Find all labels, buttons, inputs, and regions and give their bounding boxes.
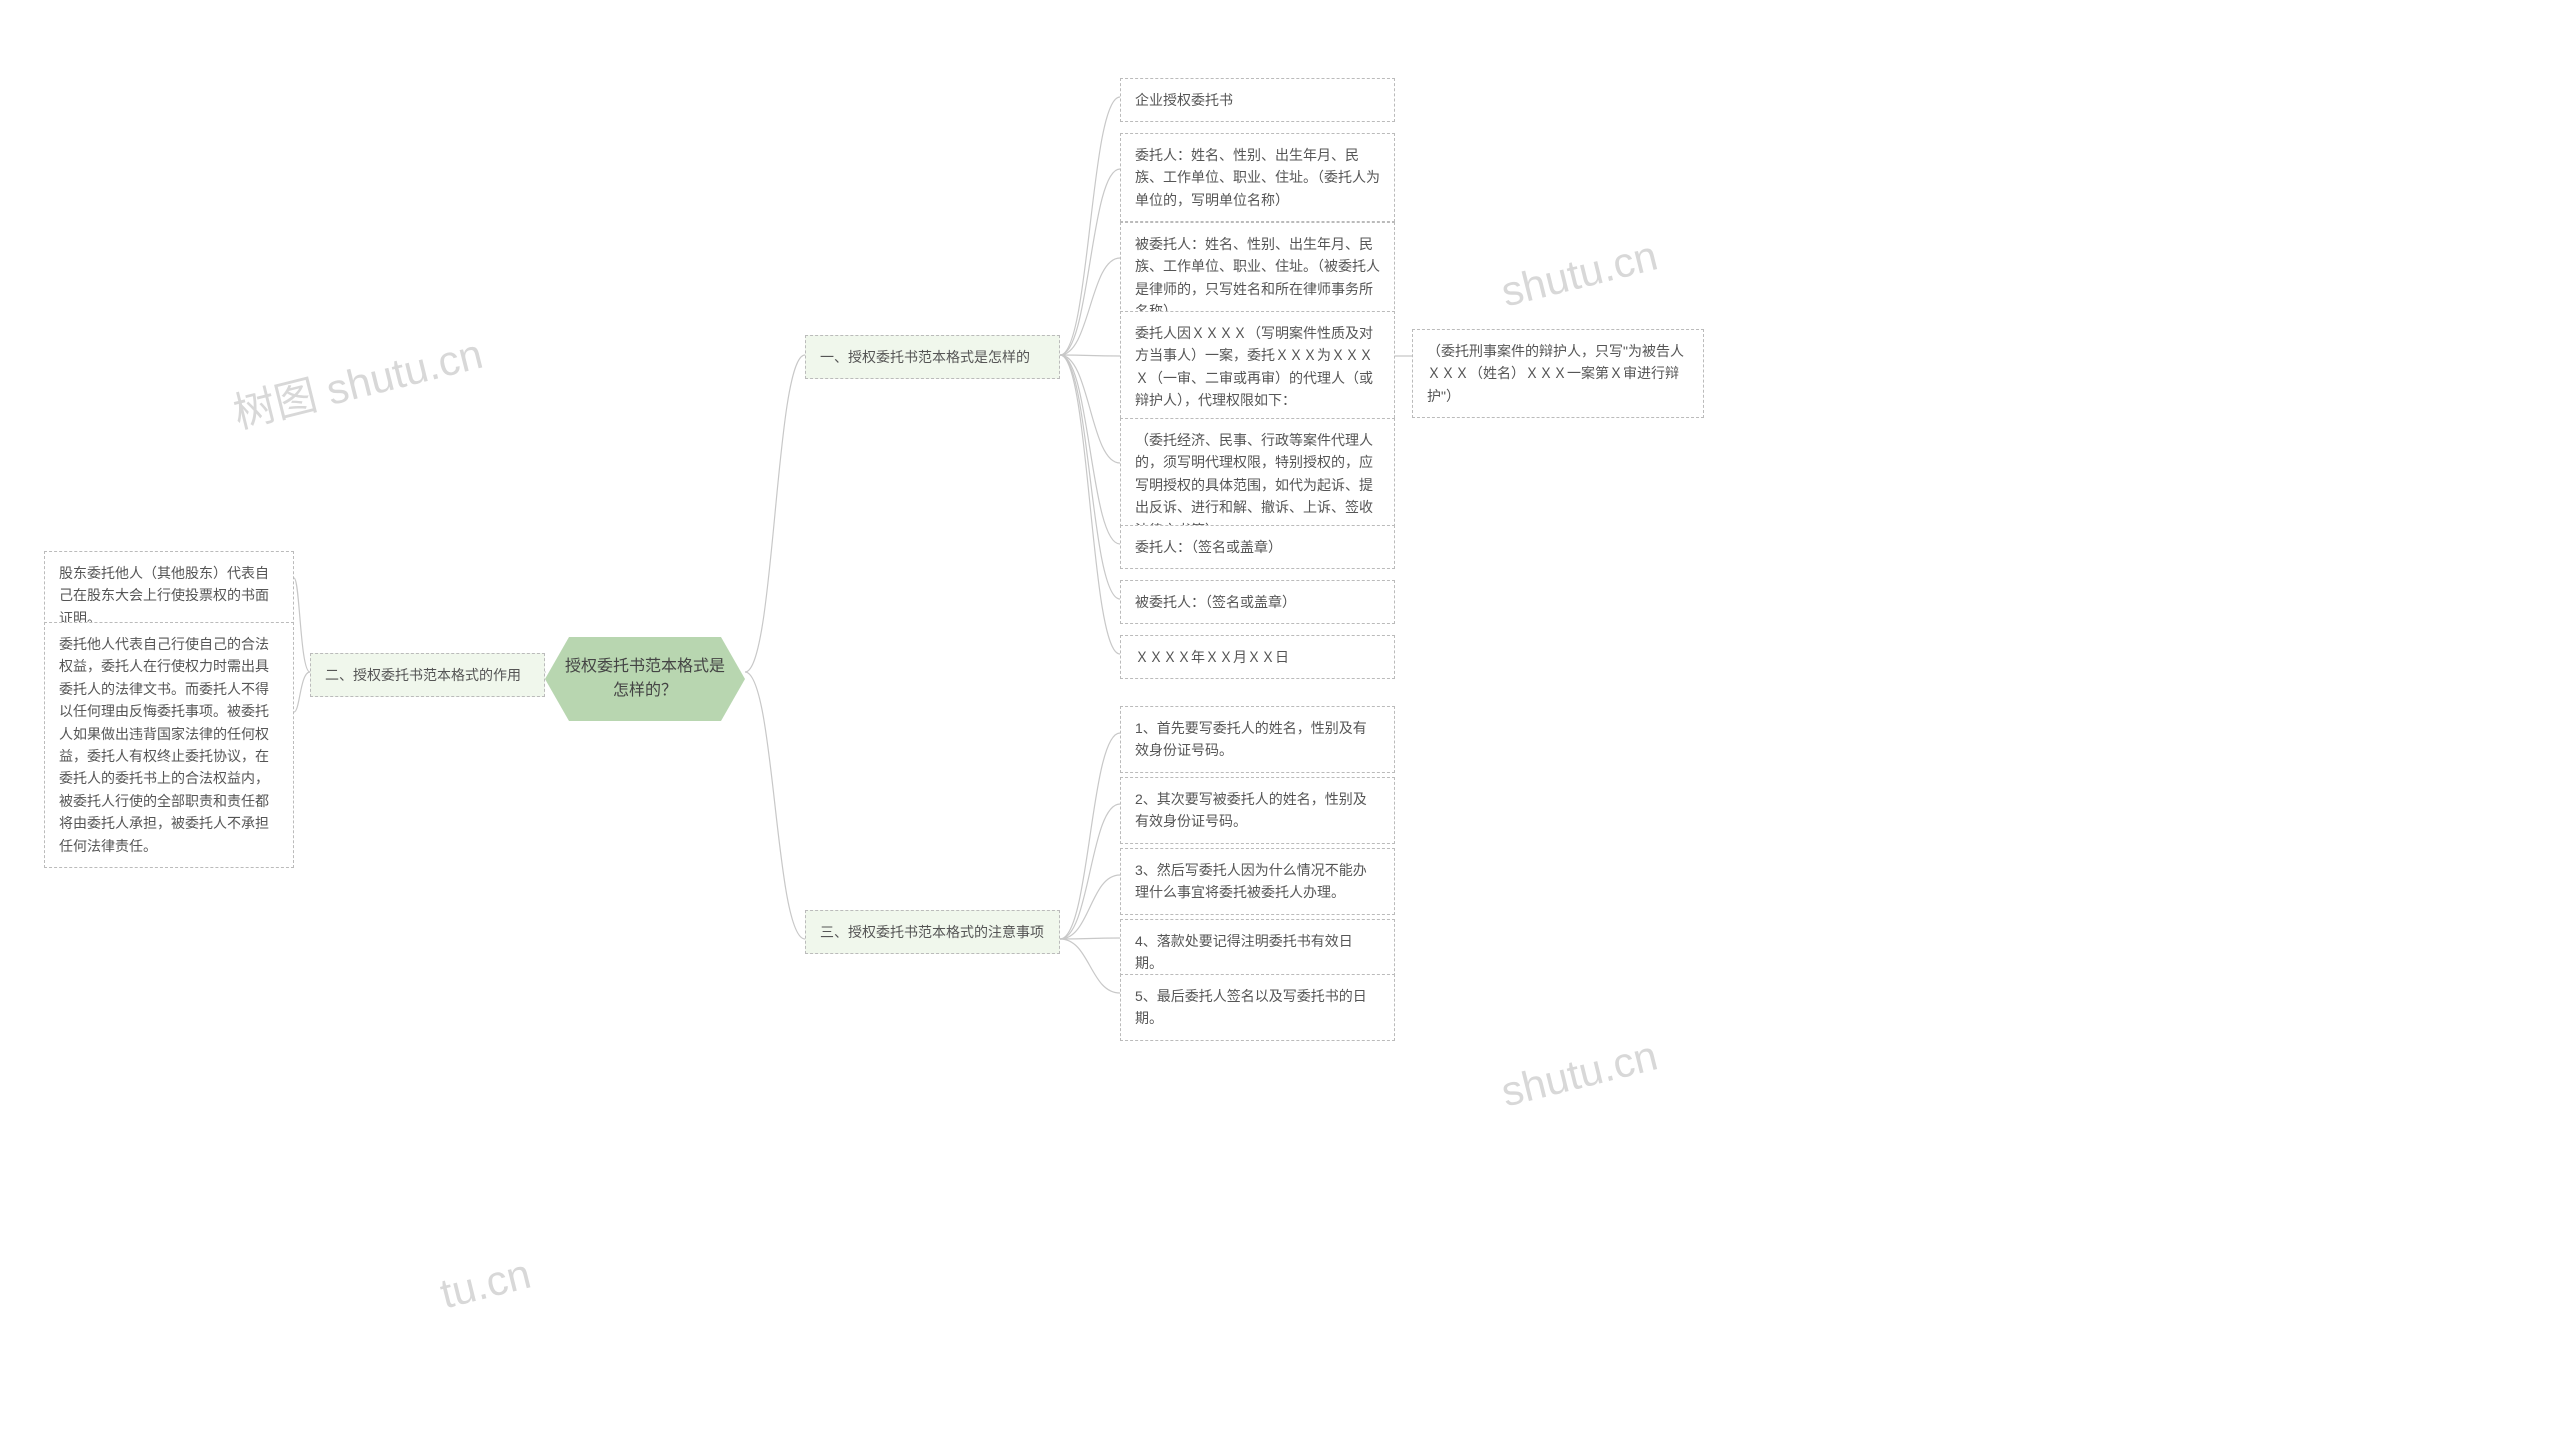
leaf-label: 股东委托他人（其他股东）代表自己在股东大会上行使投票权的书面证明。	[59, 565, 269, 626]
leaf-label: 被委托人：（签名或盖章）	[1135, 594, 1296, 610]
watermark: shutu.cn	[1497, 232, 1663, 317]
leaf-node[interactable]: 2、其次要写被委托人的姓名，性别及有效身份证号码。	[1120, 777, 1395, 844]
leaf-node[interactable]: 企业授权委托书	[1120, 78, 1395, 122]
branch-node-1[interactable]: 一、授权委托书范本格式是怎样的	[805, 335, 1060, 379]
leaf-node[interactable]: ＸＸＸＸ年ＸＸ月ＸＸ日	[1120, 635, 1395, 679]
branch-label: 一、授权委托书范本格式是怎样的	[820, 349, 1030, 365]
leaf-label: 2、其次要写被委托人的姓名，性别及有效身份证号码。	[1135, 791, 1367, 829]
leaf-label: 委托他人代表自己行使自己的合法权益，委托人在行使权力时需出具委托人的法律文书。而…	[59, 636, 269, 854]
leaf-label: 委托人因ＸＸＸＸ（写明案件性质及对方当事人）一案，委托ＸＸＸ为ＸＸＸＸ（一审、二…	[1135, 325, 1373, 408]
leaf-node[interactable]: 3、然后写委托人因为什么情况不能办理什么事宜将委托被委托人办理。	[1120, 848, 1395, 915]
watermark: tu.cn	[436, 1250, 536, 1319]
leaf-label: ＸＸＸＸ年ＸＸ月ＸＸ日	[1135, 649, 1289, 665]
leaf-node[interactable]: 委托他人代表自己行使自己的合法权益，委托人在行使权力时需出具委托人的法律文书。而…	[44, 622, 294, 868]
branch-node-3[interactable]: 三、授权委托书范本格式的注意事项	[805, 910, 1060, 954]
leaf-node[interactable]: 委托人：（签名或盖章）	[1120, 525, 1395, 569]
root-node[interactable]: 授权委托书范本格式是怎样的？	[545, 637, 745, 721]
leaf-node[interactable]: （委托刑事案件的辩护人，只写"为被告人ＸＸＸ（姓名）ＸＸＸ一案第Ｘ审进行辩护"）	[1412, 329, 1704, 418]
leaf-label: 5、最后委托人签名以及写委托书的日期。	[1135, 988, 1367, 1026]
leaf-node[interactable]: 委托人因ＸＸＸＸ（写明案件性质及对方当事人）一案，委托ＸＸＸ为ＸＸＸＸ（一审、二…	[1120, 311, 1395, 423]
leaf-node[interactable]: 1、首先要写委托人的姓名，性别及有效身份证号码。	[1120, 706, 1395, 773]
branch-node-2[interactable]: 二、授权委托书范本格式的作用	[310, 653, 545, 697]
leaf-label: （委托刑事案件的辩护人，只写"为被告人ＸＸＸ（姓名）ＸＸＸ一案第Ｘ审进行辩护"）	[1427, 343, 1684, 404]
root-label: 授权委托书范本格式是怎样的？	[565, 658, 725, 699]
leaf-label: （委托经济、民事、行政等案件代理人的，须写明代理权限，特别授权的，应写明授权的具…	[1135, 432, 1373, 538]
leaf-label: 3、然后写委托人因为什么情况不能办理什么事宜将委托被委托人办理。	[1135, 862, 1367, 900]
leaf-label: 1、首先要写委托人的姓名，性别及有效身份证号码。	[1135, 720, 1367, 758]
leaf-label: 4、落款处要记得注明委托书有效日期。	[1135, 933, 1353, 971]
leaf-node[interactable]: 被委托人：（签名或盖章）	[1120, 580, 1395, 624]
watermark: shutu.cn	[1497, 1032, 1663, 1117]
leaf-node[interactable]: 委托人：姓名、性别、出生年月、民族、工作单位、职业、住址。（委托人为单位的，写明…	[1120, 133, 1395, 222]
branch-label: 二、授权委托书范本格式的作用	[325, 667, 521, 683]
watermark: 树图 shutu.cn	[226, 320, 488, 441]
mindmap-canvas: 树图 shutu.cn shutu.cn shutu.cn tu.cn 授权委托…	[0, 0, 2560, 1451]
leaf-label: 委托人：（签名或盖章）	[1135, 539, 1282, 555]
branch-label: 三、授权委托书范本格式的注意事项	[820, 924, 1044, 940]
leaf-label: 企业授权委托书	[1135, 92, 1233, 108]
leaf-label: 被委托人：姓名、性别、出生年月、民族、工作单位、职业、住址。（被委托人是律师的，…	[1135, 236, 1380, 319]
leaf-node[interactable]: 5、最后委托人签名以及写委托书的日期。	[1120, 974, 1395, 1041]
leaf-label: 委托人：姓名、性别、出生年月、民族、工作单位、职业、住址。（委托人为单位的，写明…	[1135, 147, 1380, 208]
